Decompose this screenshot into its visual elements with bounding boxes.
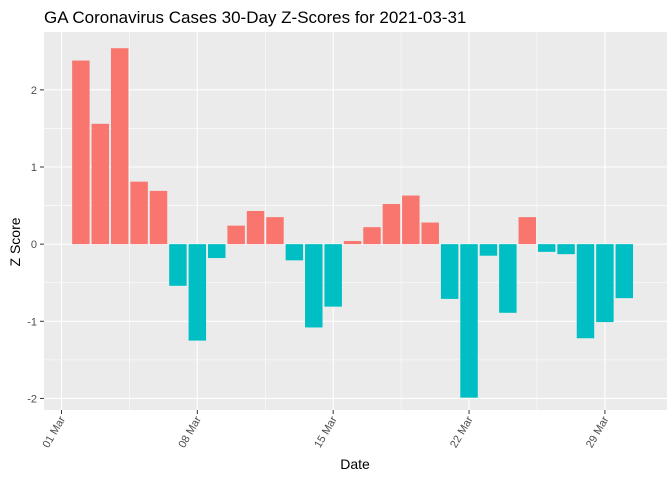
y-tick-label: -1: [27, 316, 37, 328]
bar: [499, 244, 517, 313]
x-tick-label: 22 Mar: [448, 414, 476, 450]
bar: [460, 244, 478, 398]
y-axis-title: Z Score: [7, 217, 23, 266]
y-tick-label: 0: [31, 239, 37, 251]
chart-title: GA Coronavirus Cases 30-Day Z-Scores for…: [44, 8, 466, 27]
bar: [557, 244, 575, 255]
bar: [343, 241, 362, 245]
bar: [169, 244, 187, 286]
bar: [266, 217, 284, 245]
bar: [382, 204, 401, 245]
x-tick-label: 29 Mar: [584, 414, 612, 450]
bar: [537, 244, 556, 252]
bar: [518, 217, 536, 245]
bar: [110, 48, 129, 245]
x-tick-label: 08 Mar: [176, 414, 204, 450]
bar: [421, 222, 439, 245]
bar: [246, 210, 265, 245]
y-tick-label: 2: [31, 85, 37, 97]
bar: [596, 244, 614, 323]
bars: [72, 48, 634, 398]
bar: [72, 60, 90, 245]
y-tick-label: 1: [31, 162, 37, 174]
bar: [576, 244, 595, 339]
x-tick-label: 01 Mar: [41, 414, 69, 450]
bar: [285, 244, 304, 261]
x-axis: 01 Mar 08 Mar 15 Mar 22 Mar 29 Mar: [41, 410, 612, 450]
x-tick-label: 15 Mar: [312, 414, 340, 450]
bar: [149, 190, 168, 245]
bar: [130, 181, 148, 245]
bar: [208, 244, 226, 259]
y-tick-label: -2: [27, 393, 37, 405]
bar: [479, 244, 498, 256]
bar: [615, 244, 634, 299]
bar: [227, 225, 245, 245]
bar: [440, 244, 459, 299]
bar: [91, 123, 110, 245]
bar: [305, 244, 323, 328]
bar: [402, 195, 420, 245]
bar: [363, 227, 381, 245]
x-axis-title: Date: [340, 456, 370, 472]
bar: [324, 244, 342, 307]
bar: [188, 244, 207, 341]
y-axis: -2 -1 0 1 2: [27, 85, 44, 405]
